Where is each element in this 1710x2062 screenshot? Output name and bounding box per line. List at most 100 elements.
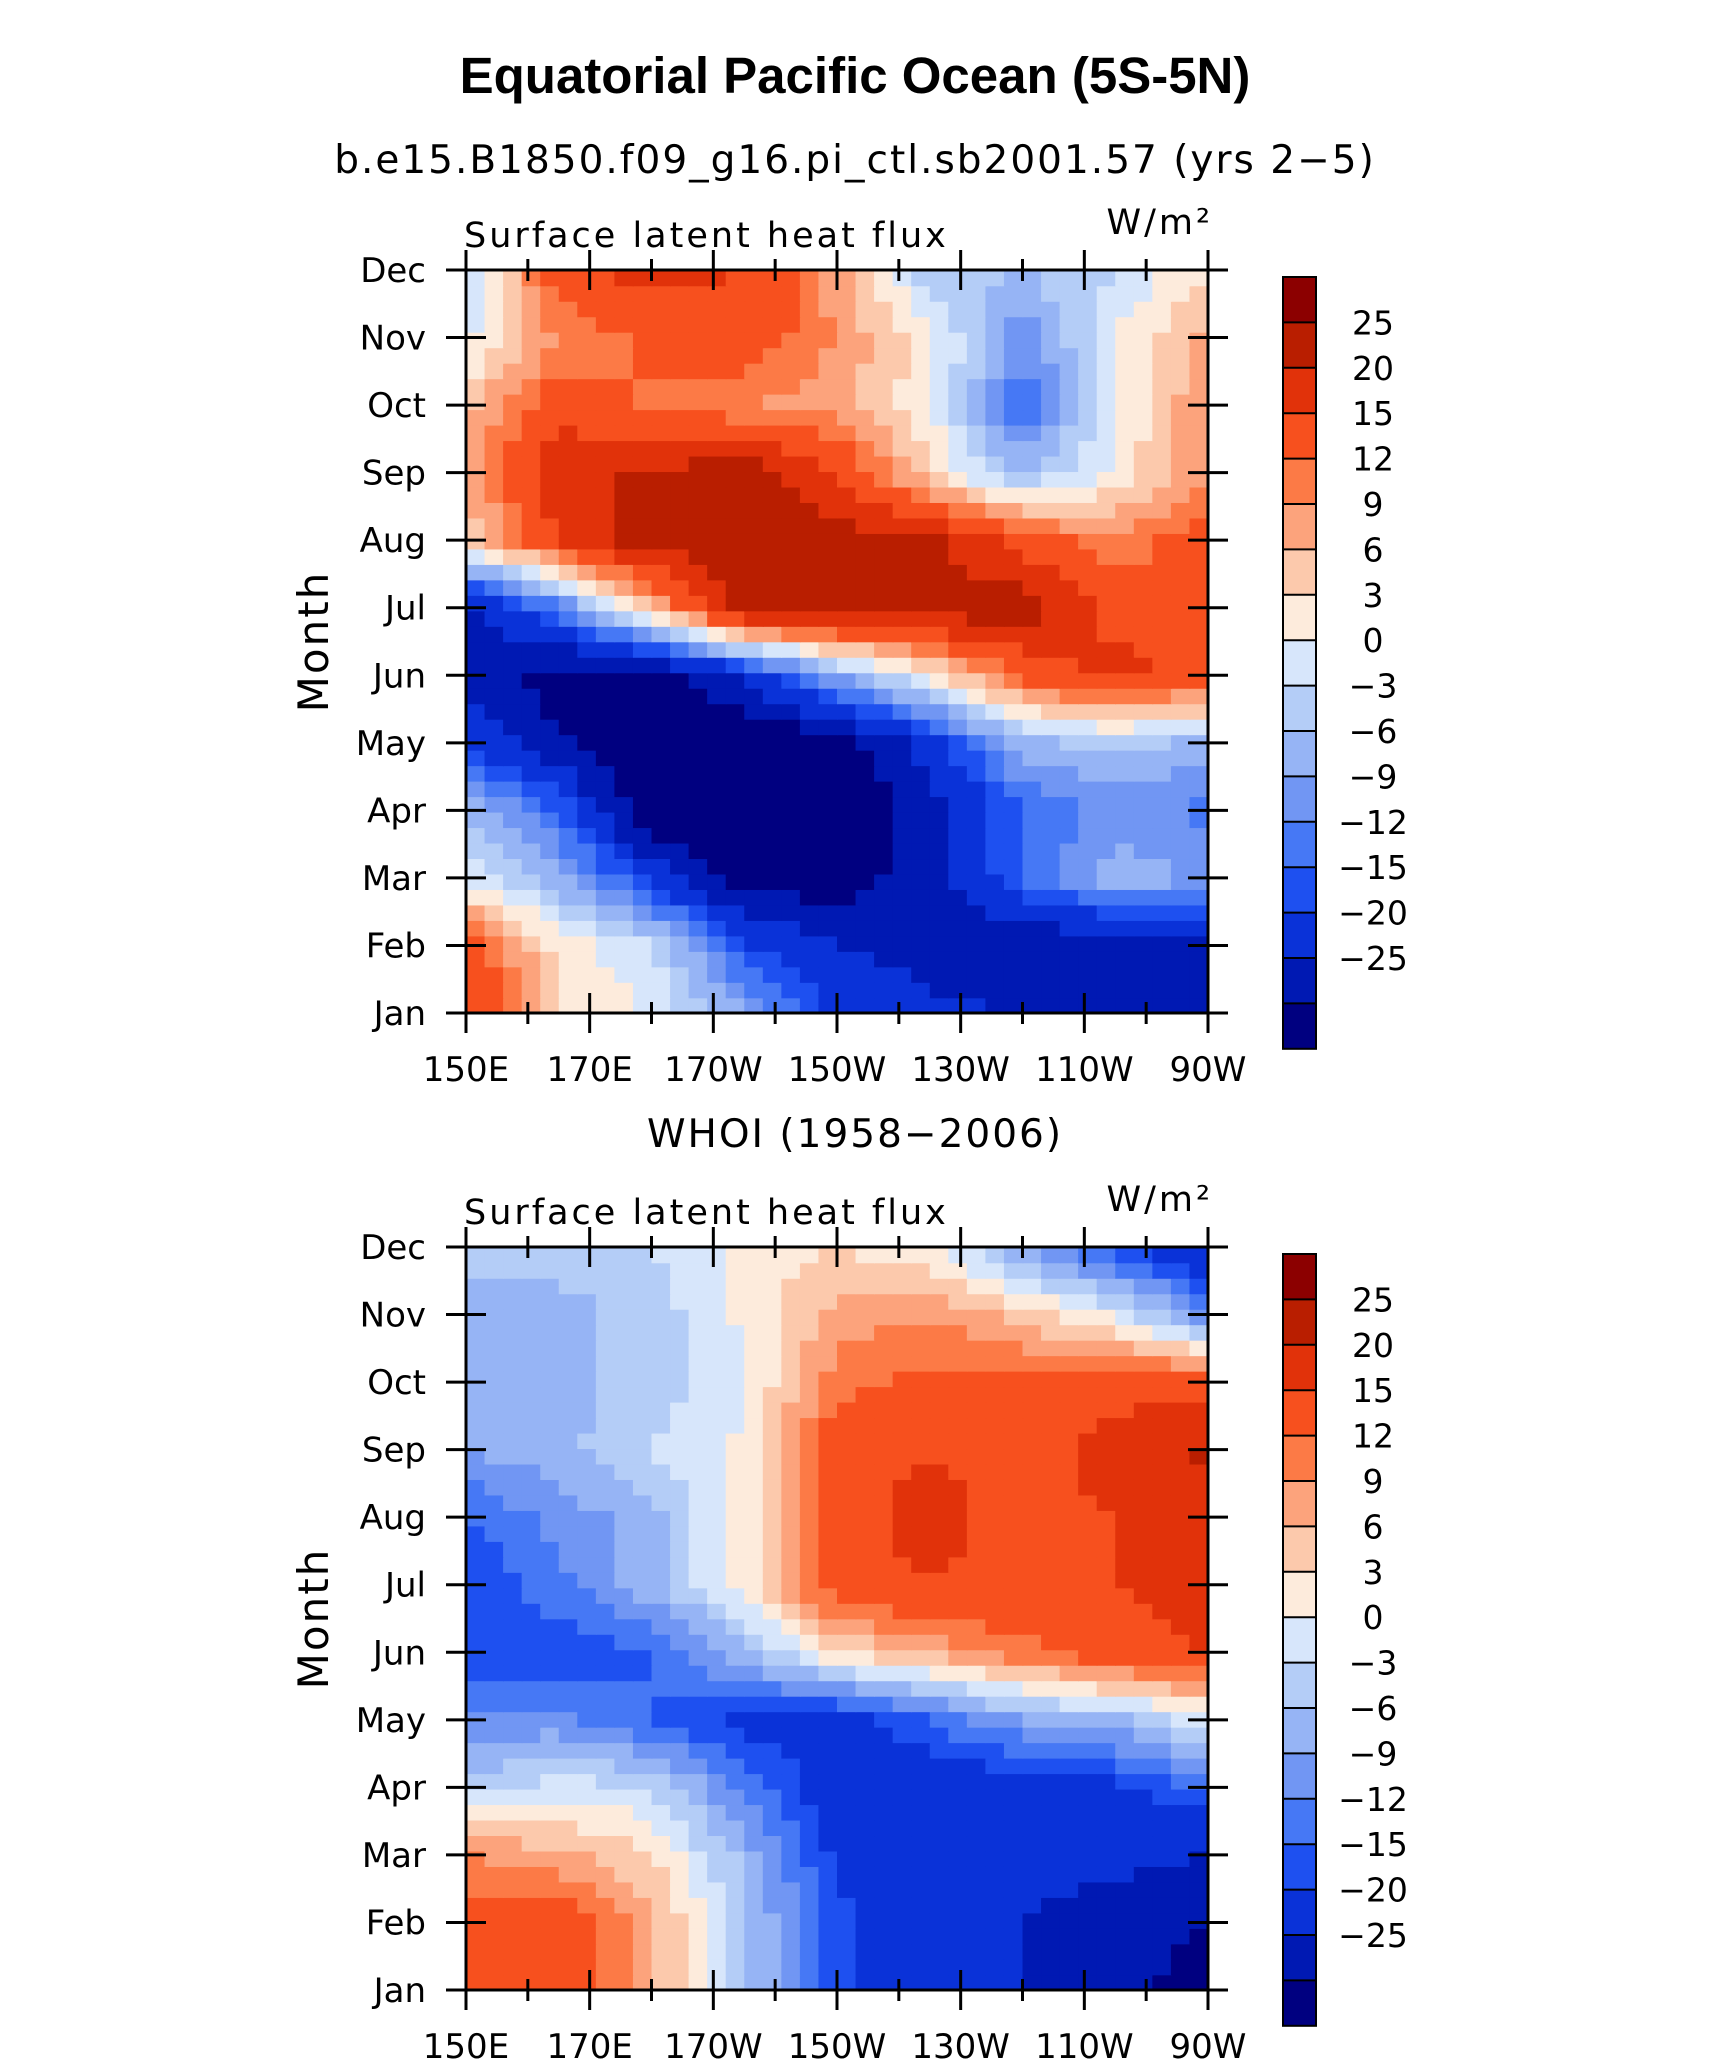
heatmap-cell — [632, 1448, 653, 1465]
heatmap-cell — [1170, 1649, 1191, 1666]
heatmap-cell — [1133, 889, 1154, 906]
heatmap-cell — [1096, 1726, 1117, 1744]
heatmap-cell — [540, 1742, 560, 1759]
heatmap-cell — [1003, 595, 1024, 612]
heatmap-cell — [966, 1711, 987, 1728]
x-tick-label: 170W — [664, 1050, 763, 1090]
heatmap-cell — [725, 471, 746, 488]
heatmap-cell — [1003, 440, 1024, 457]
heatmap-cell — [892, 1742, 912, 1759]
heatmap-cell — [614, 1773, 634, 1790]
heatmap-cell — [1022, 1974, 1042, 1991]
heatmap-cell — [558, 471, 579, 488]
heatmap-cell — [466, 780, 486, 798]
heatmap-cell — [558, 966, 579, 983]
heatmap-cell — [985, 1308, 1005, 1326]
heatmap-cell — [651, 827, 671, 844]
heatmap-cell — [966, 362, 987, 380]
heatmap-cell — [948, 1881, 968, 1898]
heatmap-cell — [948, 889, 968, 906]
heatmap-cell — [855, 1355, 875, 1372]
heatmap-cell — [837, 997, 857, 1014]
heatmap-cell — [651, 641, 671, 658]
heatmap-cell — [614, 997, 634, 1014]
heatmap-cell — [670, 579, 690, 596]
heatmap-cell — [725, 1897, 746, 1914]
heatmap-cell — [874, 904, 894, 921]
heatmap-cell — [540, 1788, 560, 1806]
heatmap-cell — [484, 749, 504, 767]
heatmap-cell — [521, 455, 541, 473]
heatmap-cell — [1115, 749, 1135, 767]
heatmap-cell — [1059, 1974, 1079, 1991]
heatmap-cell — [1115, 1819, 1135, 1837]
heatmap-cell — [762, 796, 783, 813]
heatmap-cell — [558, 1262, 579, 1279]
heatmap-cell — [1003, 703, 1024, 720]
heatmap-cell — [540, 1680, 560, 1697]
heatmap-cell — [874, 827, 894, 844]
heatmap-cell — [818, 1308, 838, 1326]
heatmap-cell — [874, 1881, 894, 1898]
heatmap-cell — [1189, 1788, 1209, 1806]
y-tick-label: Dec — [360, 1228, 426, 1268]
heatmap-cell — [1096, 1757, 1117, 1775]
heatmap-cell — [799, 1866, 820, 1883]
heatmap-cell — [1170, 1525, 1191, 1542]
heatmap-cell — [762, 1974, 783, 1991]
heatmap-cell — [892, 1355, 912, 1372]
heatmap-cell — [558, 796, 579, 813]
heatmap-cell — [725, 1277, 746, 1295]
heatmap-cell — [1170, 1788, 1191, 1806]
heatmap-cell — [1059, 997, 1079, 1014]
heatmap-cell — [1041, 626, 1061, 643]
colorbar-label: −3 — [1349, 667, 1398, 706]
heatmap-cell — [929, 1788, 950, 1806]
heatmap-cell — [762, 718, 783, 736]
heatmap-cell — [1041, 1618, 1061, 1635]
heatmap-cell — [540, 1928, 560, 1945]
heatmap-cell — [521, 486, 541, 503]
heatmap-cell — [577, 331, 597, 349]
heatmap-cell — [855, 1432, 875, 1450]
heatmap-cell — [651, 270, 671, 287]
heatmap-cell — [614, 811, 634, 829]
heatmap-cell — [1152, 1773, 1172, 1790]
heatmap-cell — [1096, 362, 1117, 380]
heatmap-cell — [707, 935, 727, 952]
heatmap-cell — [484, 1556, 504, 1573]
heatmap-cell — [911, 1618, 931, 1635]
heatmap-cell — [521, 626, 541, 643]
heatmap-cell — [762, 966, 783, 983]
heatmap-cell — [1133, 734, 1154, 751]
heatmap-cell — [670, 1928, 690, 1945]
heatmap-cell — [799, 285, 820, 302]
heatmap-cell — [892, 1525, 912, 1542]
heatmap-cell — [1003, 641, 1024, 658]
heatmap-cell — [725, 1370, 746, 1388]
heatmap-cell — [966, 749, 987, 767]
heatmap-cell — [1041, 502, 1061, 519]
heatmap-cell — [781, 811, 801, 829]
heatmap-cell — [1115, 1649, 1135, 1666]
heatmap-cell — [1022, 1479, 1042, 1496]
heatmap-cell — [1133, 1448, 1154, 1465]
heatmap-cell — [1022, 1649, 1042, 1666]
heatmap-cell — [651, 1618, 671, 1635]
heatmap-cell — [1096, 1788, 1117, 1806]
heatmap-cell — [632, 935, 653, 952]
heatmap-cell — [688, 811, 708, 829]
heatmap-cell — [781, 1293, 801, 1310]
heatmap-cell — [911, 1401, 931, 1419]
heatmap-cell — [892, 486, 912, 503]
heatmap-cell — [799, 951, 820, 968]
heatmap-cell — [1078, 920, 1098, 937]
heatmap-cell — [558, 920, 579, 937]
heatmap-cell — [966, 1773, 987, 1790]
heatmap-cell — [781, 873, 801, 890]
heatmap-cell — [651, 1432, 671, 1450]
heatmap-cell — [503, 889, 523, 906]
heatmap-cell — [985, 904, 1005, 921]
heatmap-cell — [484, 935, 504, 952]
heatmap-cell — [855, 1711, 875, 1728]
